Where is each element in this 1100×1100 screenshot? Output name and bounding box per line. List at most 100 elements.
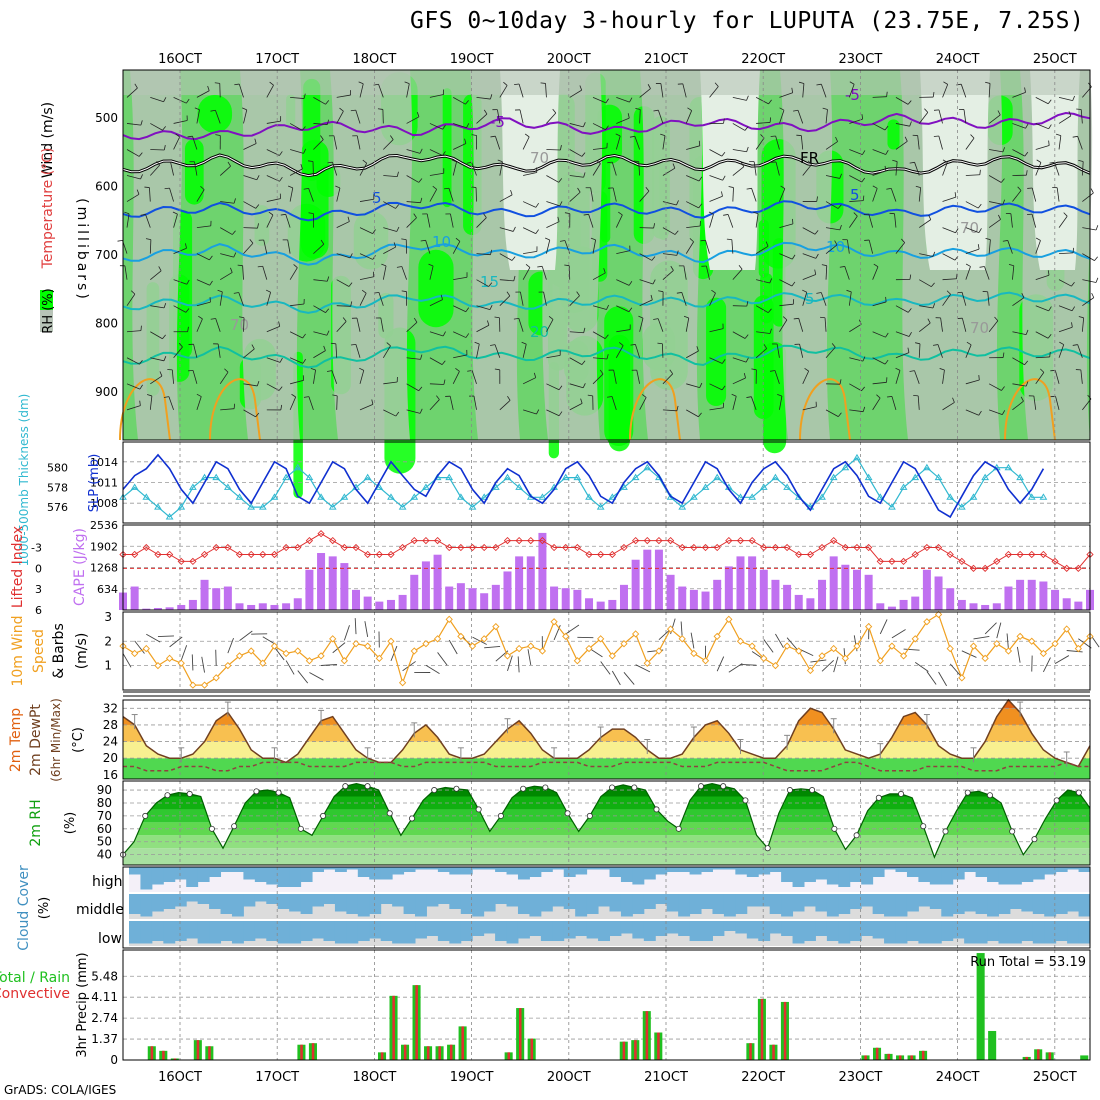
tick-label: 3 [104, 610, 112, 624]
cloud-bar [346, 921, 359, 944]
date-label-top: 21OCT [644, 52, 688, 67]
wind-barb-flag [861, 386, 865, 392]
wind-barb-flag [726, 238, 732, 241]
wind-speed-point [795, 647, 803, 655]
cloud-bar [712, 921, 725, 936]
wind-barb-flag [373, 292, 379, 294]
cloud-bar [1009, 921, 1022, 944]
thickness-point [212, 473, 221, 481]
wind-barb [938, 671, 947, 687]
wind-barb [157, 635, 174, 638]
wind-barb-flag [604, 334, 609, 339]
precip-bar-convective [300, 1044, 303, 1060]
wind-barb-flag [162, 334, 166, 339]
cloud-bar [666, 921, 679, 934]
lifted-index-point [643, 536, 651, 545]
cloud-bar [1067, 921, 1080, 944]
wind-barb-flag [909, 274, 912, 280]
wind-barb [192, 136, 198, 150]
wind-barb-flag [303, 188, 309, 190]
cloud-bar [598, 894, 610, 907]
freezing-level-line-inner [122, 154, 1091, 177]
wind-barb [802, 83, 805, 98]
wind-barb-flag [1090, 188, 1094, 194]
warm-isotherm [799, 378, 851, 441]
wind-barb-flag [187, 135, 193, 138]
wind-barb [872, 301, 887, 307]
wind-barb-flag [303, 396, 309, 398]
wind-barb-flag [861, 114, 864, 120]
wind-barb [918, 112, 929, 124]
wind-barb [917, 395, 920, 410]
wind-barb-flag [302, 333, 306, 339]
lifted-index-point [1004, 550, 1013, 559]
cloud-bar [323, 921, 336, 941]
wind-barb [639, 109, 641, 124]
cloud-bar [380, 894, 393, 904]
wind-barb [476, 113, 488, 124]
wind-barb-flag [791, 87, 794, 93]
wind-barb-flag [831, 343, 836, 348]
wind-barb [1035, 356, 1050, 359]
precip-bar-convective [380, 1052, 384, 1060]
wind-barb [1056, 187, 1060, 202]
cloud-bar [952, 867, 965, 880]
wind-speed-point [934, 610, 943, 619]
wind-barb-flag [943, 81, 948, 85]
tick-label: 6 [35, 604, 42, 617]
cape-bar [398, 594, 407, 610]
wind-speed-point [760, 654, 768, 662]
wind-barb [849, 175, 862, 183]
wind-speed-line [122, 613, 1091, 686]
cape-bar [701, 591, 710, 610]
thickness-line [122, 456, 1044, 518]
wind-barb [942, 278, 957, 281]
rh2m-point [875, 794, 882, 801]
wind-speed-point [177, 659, 185, 667]
cloud-bar [998, 921, 1011, 944]
wind-barb-flag [474, 341, 480, 345]
wind-barb [191, 654, 194, 671]
wind-speed-point [515, 644, 523, 653]
wind-barb [168, 396, 174, 410]
wind-barb [1054, 370, 1060, 384]
wind-barb-flag [596, 159, 601, 164]
wind-barb [821, 659, 834, 672]
wind-barb [313, 369, 316, 384]
axis-label-millibars: (millibars) [74, 198, 90, 302]
cloud-bar [1078, 867, 1091, 872]
wind-speed-point [771, 661, 780, 670]
wind-speed-point [981, 654, 989, 662]
date-label-bottom: 20OCT [547, 1070, 591, 1085]
wind-barb [732, 97, 747, 101]
date-label-top: 25OCT [1033, 52, 1077, 67]
wind-barb-flag [320, 239, 325, 245]
thickness-point [620, 483, 628, 490]
tick-label: 0 [110, 1053, 118, 1067]
wind-barb-flag [163, 302, 167, 308]
wind-barb-flag [559, 201, 563, 207]
wind-barb [499, 194, 513, 202]
cloud-bar [403, 867, 416, 872]
wind-barb-flag [381, 263, 387, 267]
wind-barb-flag [895, 367, 901, 371]
wind-barb [727, 214, 734, 228]
wind-barb [755, 213, 759, 228]
wind-barb [779, 110, 785, 124]
wind-barb [1082, 253, 1095, 261]
wind-barb [686, 201, 699, 209]
wind-barb-flag [607, 396, 613, 398]
wind-barb-flag [418, 386, 423, 392]
axis-label-cape: CAPE (J/kg) [72, 528, 88, 606]
wind-barb-flag [708, 211, 714, 215]
rh2m-point [1031, 836, 1038, 843]
wind-barb-flag [927, 318, 931, 324]
wind-barb [448, 188, 454, 202]
rh2m-point [1075, 789, 1082, 796]
wind-barb [355, 109, 361, 124]
wind-barb-flag [325, 100, 330, 105]
wind-barb [1042, 657, 1051, 673]
wind-barb-flag [139, 359, 143, 365]
wind-barb-flag [465, 307, 470, 312]
cape-bar [561, 588, 570, 610]
